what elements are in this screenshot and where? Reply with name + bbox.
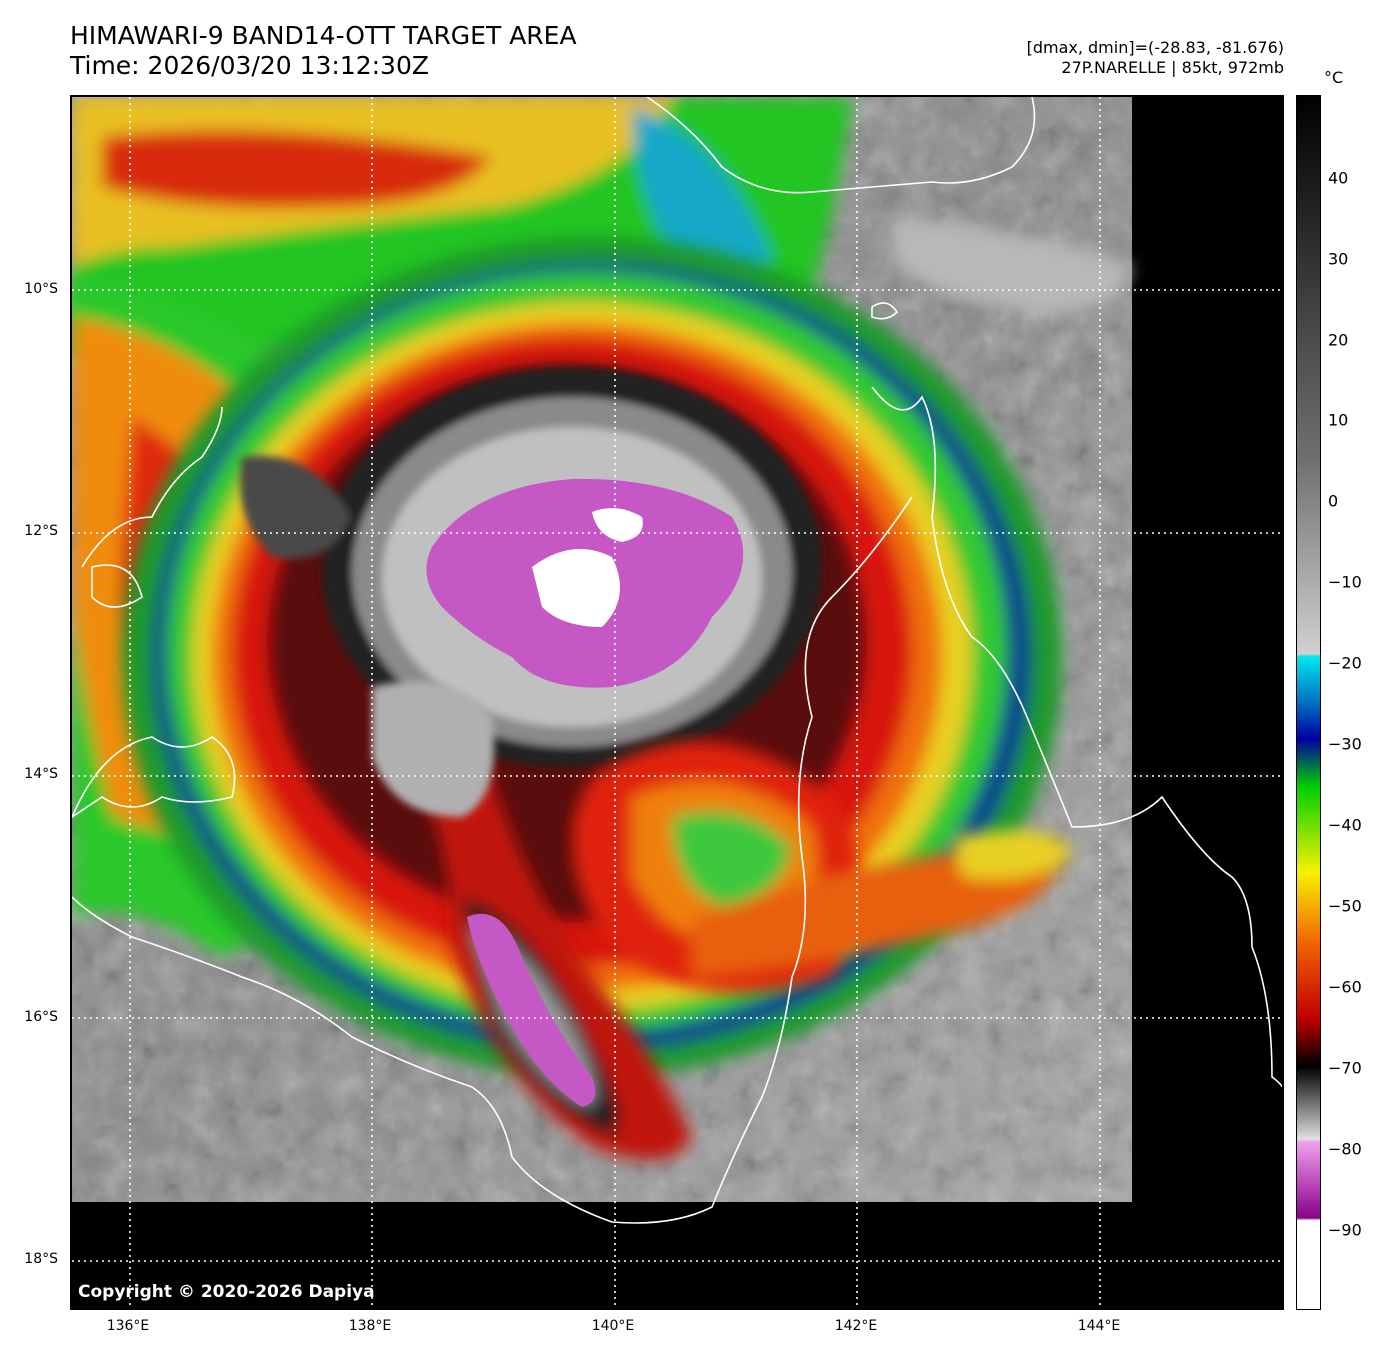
lat-lon-grid [72,97,1282,1308]
chart-title: HIMAWARI-9 BAND14-OTT TARGET AREA [70,21,577,50]
no-data-area [72,97,1282,1308]
colorbar-tick: −80 [1328,1139,1362,1159]
colorbar [1296,95,1321,1310]
colorbar-unit: °C [1324,68,1344,87]
coast-north [646,97,1036,194]
coast-groote [72,736,236,818]
island-west [91,564,143,608]
lat-label-14s: 14°S [24,766,58,782]
dmax-dmin-text: [dmax, dmin]=(-28.83, -81.676) [1026,38,1284,57]
colorbar-tick: −90 [1328,1220,1362,1240]
colorbar-tick: −60 [1328,977,1362,997]
lon-label-136e: 136°E [106,1318,150,1334]
copyright-text: Copyright © 2020-2026 Dapiya [78,1282,375,1302]
island-north [871,302,899,320]
colorbar-tick: −50 [1328,896,1362,916]
lat-label-16s: 16°S [24,1009,58,1025]
chart-time: Time: 2026/03/20 13:12:30Z [70,51,429,80]
satellite-map: Copyright © 2020-2026 Dapiya [70,95,1284,1310]
coast-cape-york [871,386,1282,1088]
colorbar-tick: −10 [1328,572,1362,592]
colorbar-tick: −30 [1328,734,1362,754]
lon-label-138e: 138°E [348,1318,392,1334]
colorbar-tick: −70 [1328,1058,1362,1078]
colorbar-tick: 10 [1328,410,1349,430]
colorbar-tick: 30 [1328,249,1349,269]
lon-label-144e: 144°E [1077,1318,1121,1334]
storm-info-text: 27P.NARELLE | 85kt, 972mb [1061,58,1284,77]
cold-cloud-tops [426,478,744,1107]
coastlines [72,97,1282,1224]
coast-gulf [72,496,913,1224]
colorbar-gradient [1297,96,1320,1309]
colorbar-tick: 40 [1328,168,1349,188]
colorbar-tick: 0 [1328,491,1339,511]
colorbar-tick: −40 [1328,815,1362,835]
lat-label-10s: 10°S [24,281,58,297]
spiral-band [572,741,1072,993]
lon-label-140e: 140°E [591,1318,635,1334]
satellite-image [72,97,1282,1308]
lat-label-18s: 18°S [24,1251,58,1267]
colorbar-tick: 20 [1328,330,1349,350]
lat-label-12s: 12°S [24,523,58,539]
coast-arnhem [81,406,223,568]
lon-label-142e: 142°E [834,1318,878,1334]
colorbar-tick: −20 [1328,653,1362,673]
